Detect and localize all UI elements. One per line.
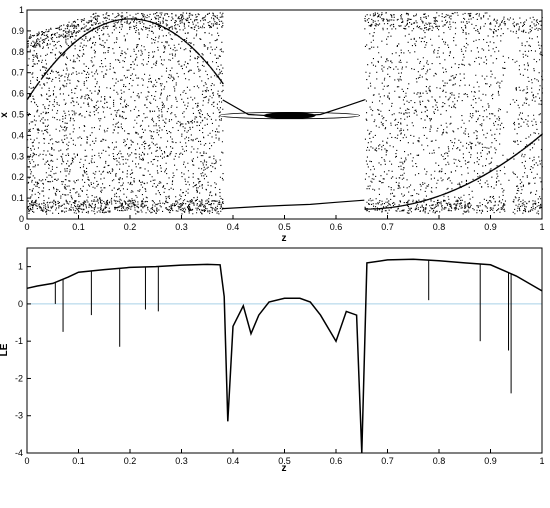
le-x-tick-label: 1 [539, 456, 544, 466]
bifurcation-x-tick-label: 0.8 [433, 222, 446, 232]
bifurcation-x-tick-label: 0.9 [484, 222, 497, 232]
bifurcation-y-axis-label: x [0, 112, 10, 118]
le-x-tick-label: 0.4 [227, 456, 240, 466]
periodic-window-cluster [263, 112, 316, 120]
bifurcation-y-tick-label: 0.1 [11, 193, 24, 203]
bifurcation-x-tick-label: 0.7 [381, 222, 394, 232]
bifurcation-y-tick-label: 0.7 [11, 68, 24, 78]
le-y-tick-label: -1 [15, 336, 23, 346]
bifurcation-x-ticks: 0 0.1 0.2 0.3 0.4 0.5 0.6 0.7 0.8 0.9 1 [24, 215, 545, 232]
le-x-tick-label: 0.7 [381, 456, 394, 466]
le-x-tick-label: 0.3 [175, 456, 188, 466]
bifurcation-y-tick-label: 0.3 [11, 151, 24, 161]
bifurcation-x-tick-label: 0.1 [72, 222, 85, 232]
bifurcation-y-tick-label: 0.5 [11, 110, 24, 120]
bifurcation-y-tick-label: 0.9 [11, 26, 24, 36]
bifurcation-x-tick-label: 0.4 [227, 222, 240, 232]
bifurcation-y-tick-label: 0.8 [11, 47, 24, 57]
bifurcation-x-axis-label: z [282, 233, 287, 244]
le-y-axis-label: LE [0, 343, 10, 356]
le-x-tick-label: 0.8 [433, 456, 446, 466]
bifurcation-x-tick-label: 1 [539, 222, 544, 232]
periodic-window-orbit [219, 111, 361, 120]
le-y-tick-label: -2 [15, 373, 23, 383]
bifurcation-y-tick-label: 0.2 [11, 172, 24, 182]
bifurcation-y-tick-label: 0 [19, 214, 24, 224]
bifurcation-x-tick-label: 0.3 [175, 222, 188, 232]
bifurcation-y-tick-label: 1 [19, 5, 24, 15]
le-x-tick-label: 0.2 [124, 456, 137, 466]
le-y-tick-label: 0 [18, 299, 23, 309]
le-x-tick-label: 0.5 [278, 456, 291, 466]
le-x-tick-label: 0 [24, 456, 29, 466]
bifurcation-y-tick-label: 0.4 [11, 130, 24, 140]
bifurcation-diagram: 0 0.1 0.2 0.3 0.4 0.5 0.6 0.7 0.8 0.9 1 0 0.1 0.2 0.3… [0, 5, 545, 244]
periodic-window-branch [222, 199, 365, 210]
le-x-ticks: 0 0.1 0.2 0.3 0.4 0.5 0.6 0.7 0.8 0.9 1 [24, 449, 545, 466]
le-y-tick-label: -3 [15, 411, 23, 421]
le-series-line [26, 258, 543, 454]
le-y-tick-label: 1 [18, 262, 23, 272]
le-y-ticks: -4 -3 -2 -1 0 1 [15, 262, 31, 458]
bifurcation-scatter-points [27, 12, 544, 215]
le-y-tick-label: -4 [15, 448, 23, 458]
le-spikes [54, 260, 512, 394]
le-x-tick-label: 0.1 [72, 456, 85, 466]
le-x-axis-label: z [282, 463, 287, 474]
bifurcation-x-tick-label: 0.2 [124, 222, 137, 232]
le-x-tick-label: 0.9 [484, 456, 497, 466]
le-x-tick-label: 0.6 [330, 456, 343, 466]
bifurcation-points [27, 12, 544, 215]
bifurcation-x-tick-label: 0.5 [278, 222, 291, 232]
bifurcation-x-tick-label: 0.6 [330, 222, 343, 232]
bifurcation-y-tick-label: 0.6 [11, 89, 24, 99]
bifurcation-y-ticks: 0 0.1 0.2 0.3 0.4 0.5 0.6 0.7 0.8 0.9 1 [11, 5, 31, 224]
lyapunov-exponent-chart: 0 0.1 0.2 0.3 0.4 0.5 0.6 0.7 0.8 0.9 1 -4 -3 -2 -1 0 1… [0, 247, 545, 474]
bifurcation-x-tick-label: 0 [24, 222, 29, 232]
